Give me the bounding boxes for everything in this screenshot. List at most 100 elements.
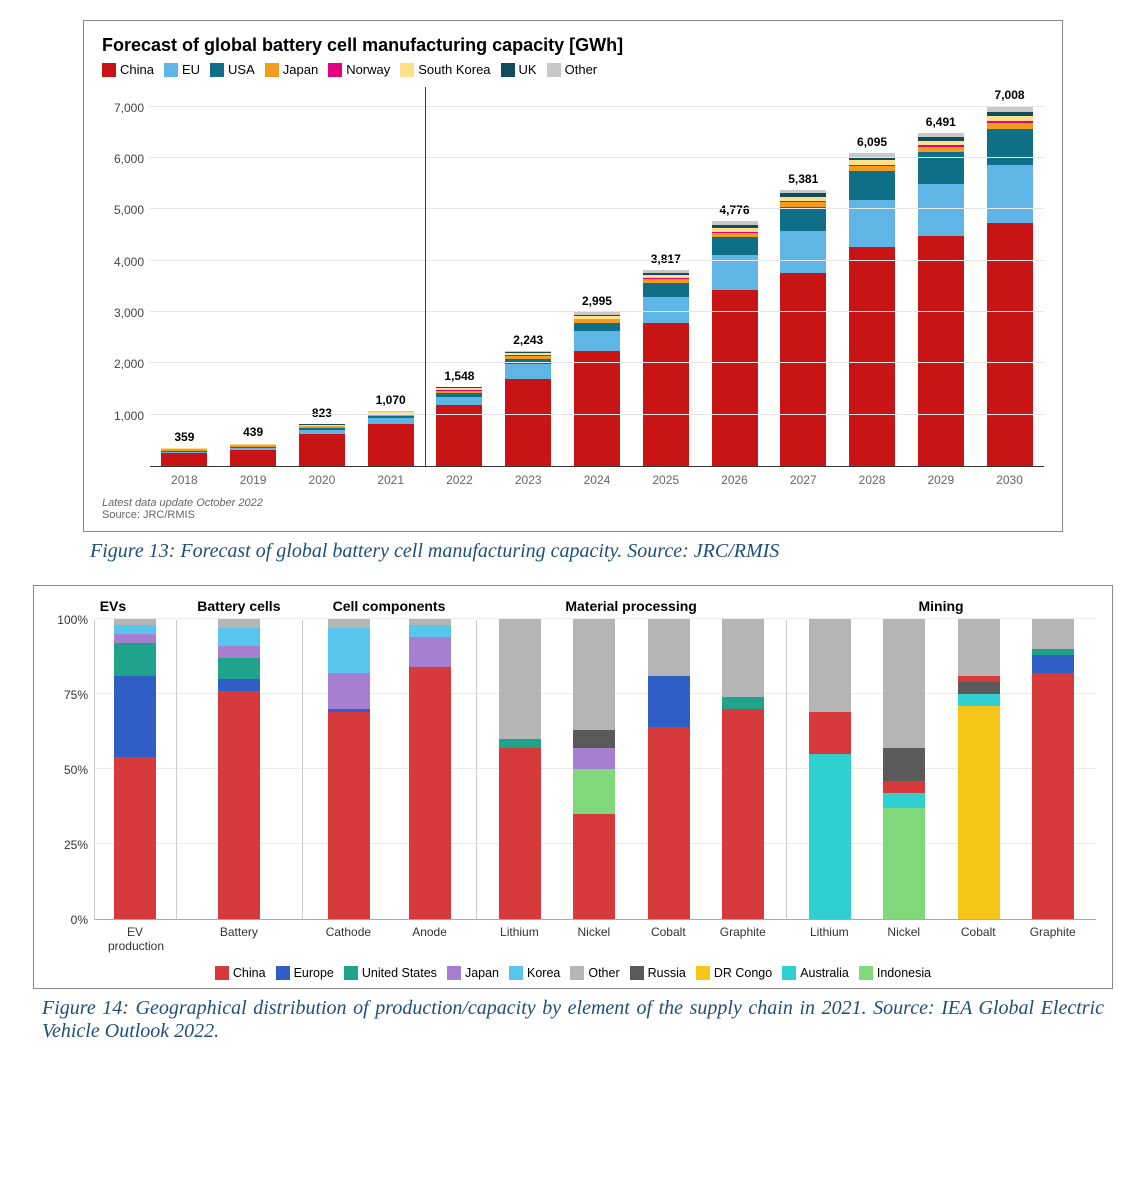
xtick-label: 2029 [910,473,972,487]
gridline [150,311,1044,312]
ytick-label: 25% [64,838,88,852]
chart2-panel: Material processingLithiumNickelCobaltGr… [476,598,786,954]
ytick-label: 1,000 [114,409,144,423]
bar-column: 5,381 [772,190,834,466]
panel-body [176,620,302,920]
bar-stack [722,619,764,919]
legend-swatch [265,63,279,77]
bar-total-label: 6,491 [926,115,956,129]
ytick-label: 3,000 [114,306,144,320]
bar-segment [574,351,620,466]
chart2-panel: EVs0%25%50%75%100%EVproduction [50,598,176,954]
bar-segment [958,694,1000,706]
xtick-label: Nickel [877,926,931,940]
chart1-title: Forecast of global battery cell manufact… [102,35,1044,56]
bar-column: 2,995 [566,312,628,466]
chart1-xaxis: 2018201920202021202220232024202520262027… [150,467,1044,487]
bar-column: 1,548 [428,387,490,466]
bar-total-label: 1,548 [444,369,474,383]
xtick-label: 2023 [497,473,559,487]
legend-item: UK [501,62,537,77]
bar-total-label: 439 [243,425,263,439]
figure14-caption: Figure 14: Geographical distribution of … [42,997,1104,1043]
legend-label: China [120,62,154,77]
bar-stack [368,411,414,466]
bar-stack [648,619,690,919]
chart2-panel: Battery cellsBattery [176,598,302,954]
bar-total-label: 4,776 [719,203,749,217]
bar-segment [780,273,826,466]
chart2-legend: ChinaEuropeUnited StatesJapanKoreaOtherR… [50,966,1096,980]
bar-column: 3,817 [635,270,697,466]
xtick-label: Lithium [492,926,546,940]
chart2-yaxis: 0%25%50%75%100% [50,620,94,920]
bar-column [403,619,457,919]
bar-stack [918,133,964,466]
xtick-label: Cathode [321,926,375,940]
chart2-panel: Cell componentsCathodeAnode [302,598,476,954]
bar-segment [722,619,764,697]
xtick-label: Lithium [802,926,856,940]
chart2-panels: EVs0%25%50%75%100%EVproductionBattery ce… [50,598,1096,954]
bar-segment [328,619,370,628]
bar-segment [958,682,1000,694]
chart1-legend: ChinaEUUSAJapanNorwaySouth KoreaUKOther [102,62,1044,77]
ytick-label: 100% [57,613,88,627]
bar-stack [712,221,758,466]
legend-swatch [501,63,515,77]
bar-segment [643,323,689,466]
bar-stack [958,619,1000,919]
legend-label: USA [228,62,255,77]
xtick-label: EVproduction [108,926,162,954]
legend-label: UK [519,62,537,77]
bar-segment [780,231,826,273]
bar-segment [987,129,1033,165]
legend-item: China [215,966,266,980]
legend-label: United States [362,966,437,980]
bar-segment [574,331,620,351]
bar-column: 4,776 [704,221,766,466]
bar-segment [505,379,551,466]
bar-column: 439 [222,444,284,466]
bar-segment [958,619,1000,676]
xtick-label: 2018 [153,473,215,487]
bar-segment [809,619,851,712]
legend-item: Norway [328,62,390,77]
bar-segment [328,628,370,673]
bar-column [567,619,621,919]
bar-segment [409,637,451,667]
xtick-label: 2021 [360,473,422,487]
ytick-label: 2,000 [114,357,144,371]
chart2-panel: MiningLithiumNickelCobaltGraphite [786,598,1096,954]
gridline [150,106,1044,107]
bar-segment [218,679,260,691]
ytick-label: 50% [64,763,88,777]
bar-column [322,619,376,919]
bar-stack [218,619,260,919]
bar-segment [114,676,156,757]
bar-segment [722,709,764,919]
panel-xaxis: EVproduction [94,920,176,954]
bar-total-label: 2,995 [582,294,612,308]
panel-xaxis: Battery [176,920,302,940]
legend-swatch [102,63,116,77]
panel-bars-row [303,620,476,919]
bar-segment [328,673,370,709]
bar-column: 1,070 [360,411,422,466]
panel-title: Material processing [476,598,786,614]
gridline [150,157,1044,158]
xtick-label: 2020 [291,473,353,487]
legend-label: Korea [527,966,560,980]
bar-segment [573,769,615,814]
bar-segment [883,808,925,919]
xtick-label: 2026 [704,473,766,487]
bar-segment [218,646,260,658]
panel-bars-area [176,620,302,920]
legend-item: United States [344,966,437,980]
chart1-bars-row: 3594398231,0701,5482,2432,9953,8174,7765… [150,87,1044,466]
panel-body [476,620,786,920]
legend-swatch [164,63,178,77]
bar-segment [574,323,620,332]
bar-column: 6,095 [841,153,903,466]
xtick-label: Cobalt [951,926,1005,940]
